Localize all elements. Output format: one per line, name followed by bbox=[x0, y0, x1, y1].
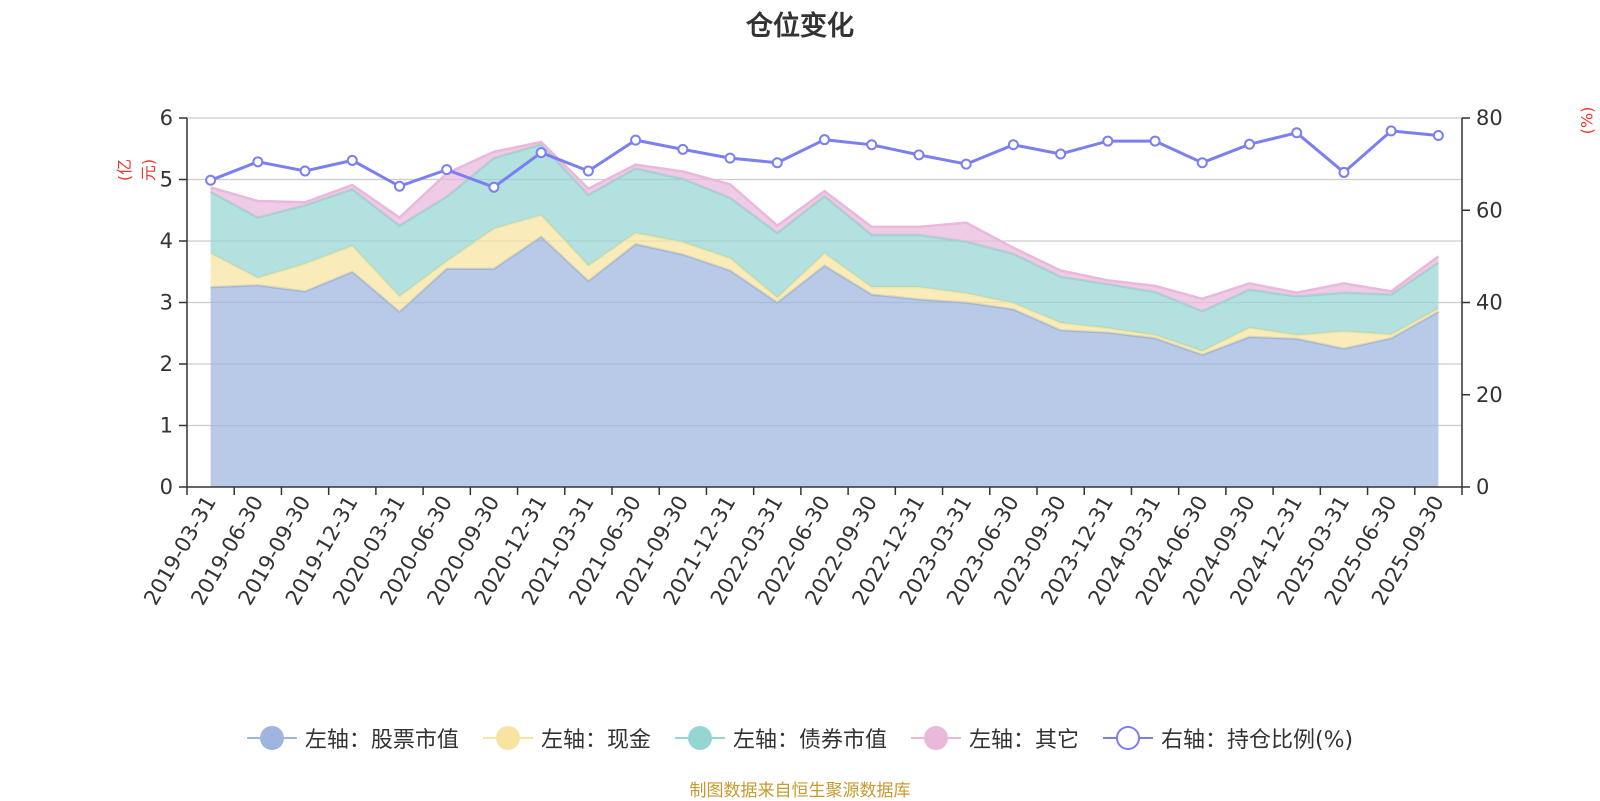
area-2 bbox=[210, 144, 1439, 352]
left-tick-label: 6 bbox=[160, 106, 173, 130]
legend-label: 右轴：持仓比例(%) bbox=[1160, 728, 1354, 753]
right-tick-label: 40 bbox=[1476, 291, 1503, 315]
ratio-point bbox=[582, 165, 594, 177]
ratio-point bbox=[1432, 130, 1444, 142]
left-tick-label: 5 bbox=[160, 168, 173, 192]
legend-item-stock[interactable]: 左轴：股票市值 bbox=[246, 722, 459, 754]
ratio-point bbox=[866, 139, 878, 151]
right-tick-label: 0 bbox=[1476, 475, 1489, 499]
right-tick-label: 80 bbox=[1476, 106, 1503, 130]
ratio-point bbox=[1055, 148, 1067, 160]
legend-item-cash[interactable]: 左轴：现金 bbox=[482, 722, 651, 754]
legend-label: 左轴：现金 bbox=[540, 728, 651, 753]
ratio-point bbox=[819, 134, 830, 146]
ratio-point bbox=[1196, 157, 1208, 169]
left-tick-label: 4 bbox=[160, 229, 173, 253]
legend-circle-icon bbox=[246, 725, 297, 751]
left-tick-label: 0 bbox=[160, 475, 173, 499]
ratio-point bbox=[771, 157, 783, 169]
legend-item-bond[interactable]: 左轴：债券市值 bbox=[674, 722, 887, 754]
ratio-point bbox=[1338, 166, 1350, 178]
right-tick-label: 60 bbox=[1476, 198, 1503, 222]
area-3 bbox=[210, 142, 1439, 312]
ratio-point bbox=[913, 149, 925, 161]
area-1 bbox=[210, 215, 1439, 355]
legend-item-other[interactable]: 左轴：其它 bbox=[910, 722, 1079, 754]
ratio-point bbox=[205, 174, 217, 186]
right-tick-label: 20 bbox=[1476, 383, 1503, 407]
ratio-point bbox=[724, 152, 736, 164]
ratio-point bbox=[1149, 135, 1161, 147]
ratio-point bbox=[252, 156, 264, 168]
legend: 左轴：股票市值 左轴：现金 左轴：债券市值 左轴：其它 右轴：持仓比例(%) bbox=[0, 722, 1600, 754]
ratio-point bbox=[1102, 135, 1114, 147]
left-tick-label: 3 bbox=[160, 291, 173, 315]
ratio-point bbox=[960, 158, 972, 170]
area-0 bbox=[210, 236, 1439, 487]
ratio-point bbox=[1244, 138, 1255, 150]
ratio-point bbox=[677, 143, 689, 155]
ratio-point bbox=[1291, 127, 1303, 139]
legend-circle-icon bbox=[674, 725, 725, 751]
left-tick-label: 1 bbox=[160, 414, 173, 438]
ratio-point bbox=[1385, 125, 1397, 137]
ratio-point bbox=[488, 181, 500, 193]
ratio-point bbox=[441, 164, 453, 176]
area-edge-3 bbox=[210, 140, 1440, 301]
ratio-point bbox=[1007, 139, 1019, 151]
legend-label: 左轴：其它 bbox=[968, 728, 1079, 753]
legend-circle-icon bbox=[910, 725, 961, 751]
ratio-point bbox=[346, 154, 358, 166]
ratio-point bbox=[630, 134, 642, 146]
ratio-point bbox=[299, 165, 311, 177]
source-note: 制图数据来自恒生聚源数据库 bbox=[689, 781, 911, 801]
legend-hollow-circle-icon bbox=[1102, 725, 1153, 751]
legend-label: 左轴：债券市值 bbox=[732, 728, 887, 753]
legend-circle-icon bbox=[482, 725, 533, 751]
legend-item-ratio[interactable]: 右轴：持仓比例(%) bbox=[1102, 722, 1354, 754]
left-tick-label: 2 bbox=[160, 352, 173, 376]
legend-label: 左轴：股票市值 bbox=[304, 728, 459, 753]
ratio-point bbox=[535, 147, 547, 159]
ratio-point bbox=[394, 180, 405, 192]
chart-title: 仓位变化 bbox=[746, 11, 854, 42]
